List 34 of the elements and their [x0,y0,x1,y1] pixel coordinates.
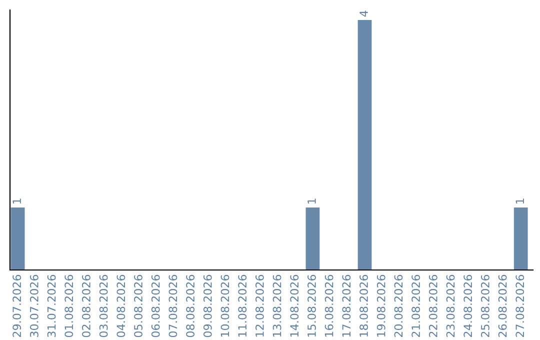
x-tick-label: 20.08.2026 [394,274,403,337]
x-tick-label: 13.08.2026 [272,274,282,337]
x-tick-label: 22.08.2026 [428,274,438,337]
x-tick-label: 07.08.2026 [168,274,178,338]
x-tick-label: 31.07.2026 [47,274,56,337]
x-tick-label: 14.08.2026 [290,274,299,337]
x-tick-label: 26.08.2026 [498,274,507,337]
x-tick-label: 29.07.2026 [12,274,22,337]
x-tick-label: 01.08.2026 [64,274,74,338]
x-tick-label: 06.08.2026 [151,274,160,338]
x-tick-label: 11.08.2026 [238,274,247,337]
x-tick-label: 17.08.2026 [342,274,351,337]
data-label: 1 [12,198,21,204]
x-tick-label: 18.08.2026 [360,274,368,337]
x-tick-label: 02.08.2026 [82,274,90,338]
x-tick-label: 05.08.2026 [134,274,142,338]
x-tick-label: 09.08.2026 [203,274,212,338]
x-tick-label: 25.08.2026 [480,274,490,337]
x-tick-label: 15.08.2026 [308,274,316,337]
data-label: 4 [360,10,368,17]
x-tick-label: 10.08.2026 [220,274,230,337]
x-tick-label: 27.08.2026 [516,274,524,337]
x-tick-label: 24.08.2026 [464,274,472,337]
data-label: 1 [308,198,316,204]
x-tick-label: 16.08.2026 [324,274,334,337]
x-tick-label: 03.08.2026 [99,274,108,338]
x-tick-label: 12.08.2026 [255,274,264,337]
x-tick-label: 19.08.2026 [376,274,386,337]
x-tick-label: 21.08.2026 [412,274,420,337]
data-label: 1 [516,198,524,204]
x-tick-label: 08.08.2026 [186,274,194,338]
x-tick-label: 04.08.2026 [116,274,126,338]
x-tick-label: 23.08.2026 [446,274,455,337]
x-tick-label: 30.07.2026 [30,274,38,337]
